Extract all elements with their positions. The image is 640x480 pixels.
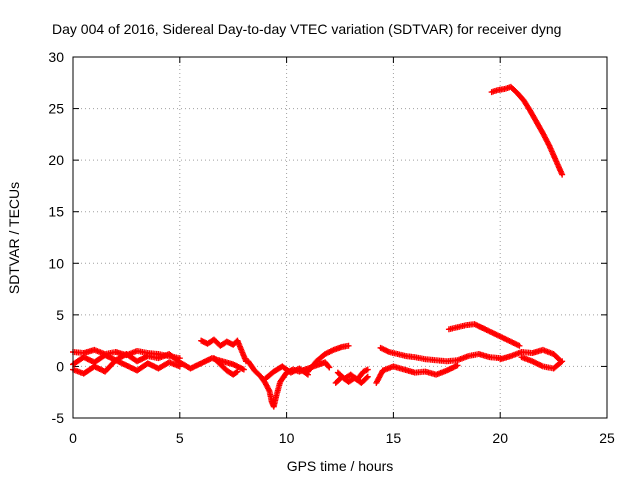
- series-tail-20-23: [497, 346, 564, 364]
- x-tick-label: 0: [69, 430, 77, 446]
- x-tick-label: 25: [599, 430, 615, 446]
- data-point-marker: [176, 355, 183, 362]
- series-tail-20-23-lower: [518, 354, 566, 372]
- y-tick-label: 25: [48, 101, 64, 117]
- data-point-marker: [559, 171, 566, 178]
- series-hump-6-8: [198, 336, 250, 365]
- data-point-marker: [364, 366, 371, 373]
- data-point-marker: [363, 374, 370, 381]
- y-axis-label: SDTVAR / TECUs: [6, 182, 22, 294]
- series-high-arc: [488, 83, 566, 178]
- data-point-marker: [516, 342, 523, 349]
- chart-title: Day 004 of 2016, Sidereal Day-to-day VTE…: [52, 21, 561, 37]
- series-cluster-12-14-upper: [332, 373, 371, 386]
- x-tick-label: 15: [386, 430, 402, 446]
- y-tick-label: 5: [56, 307, 64, 323]
- data-point-marker: [454, 362, 461, 369]
- series-mid-15-19-lower: [373, 362, 461, 386]
- series-mid-15-19: [377, 344, 504, 365]
- series-rise-11-13: [304, 342, 352, 375]
- y-tick-label: -5: [52, 410, 65, 426]
- data-point-marker: [240, 366, 247, 373]
- series-dip-6-8: [210, 355, 241, 378]
- x-tick-label: 10: [279, 430, 295, 446]
- data-point-marker: [345, 342, 352, 349]
- y-tick-label: 10: [48, 255, 64, 271]
- y-tick-label: 30: [48, 49, 64, 65]
- data-points: [70, 83, 566, 410]
- series-dip-9-10-upper: [262, 363, 311, 382]
- x-tick-label: 5: [176, 430, 184, 446]
- y-tick-label: 20: [48, 152, 64, 168]
- data-point-marker: [558, 359, 565, 366]
- series-arc-18-20: [445, 321, 523, 349]
- plot-frame: [72, 56, 608, 419]
- data-point-marker: [176, 363, 183, 370]
- data-point-marker: [559, 358, 566, 365]
- data-point-marker: [364, 373, 371, 380]
- y-tick-label: 15: [48, 204, 64, 220]
- x-axis-label: GPS time / hours: [287, 458, 394, 474]
- data-point-marker: [233, 369, 240, 376]
- series-band-c: [70, 346, 183, 362]
- y-tick-label: 0: [56, 358, 64, 374]
- data-point-marker: [234, 368, 241, 375]
- data-point-marker: [325, 363, 332, 370]
- data-point-marker: [326, 364, 333, 371]
- x-tick-label: 20: [492, 430, 508, 446]
